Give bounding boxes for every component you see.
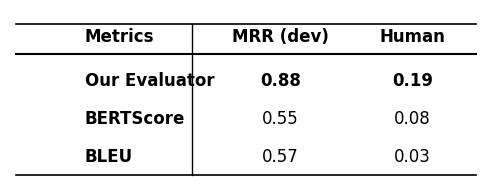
Text: 0.88: 0.88 [260, 72, 301, 90]
Text: 0.57: 0.57 [262, 147, 299, 166]
Text: BLEU: BLEU [85, 147, 133, 166]
Text: Our Evaluator: Our Evaluator [85, 72, 214, 90]
Text: 0.08: 0.08 [394, 110, 430, 128]
Text: BERTScore: BERTScore [85, 110, 185, 128]
Text: Human: Human [379, 28, 445, 46]
Text: 0.55: 0.55 [262, 110, 299, 128]
Text: 0.03: 0.03 [394, 147, 431, 166]
Text: MRR (dev): MRR (dev) [232, 28, 329, 46]
Text: Metrics: Metrics [85, 28, 154, 46]
Text: 0.19: 0.19 [392, 72, 433, 90]
